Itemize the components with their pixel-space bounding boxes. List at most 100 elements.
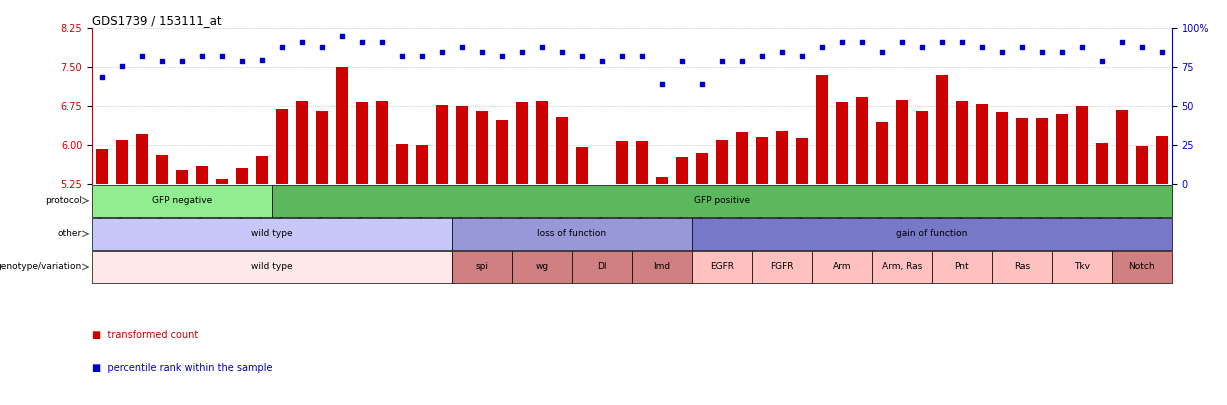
Point: [372, 39, 391, 46]
Text: GFP positive: GFP positive: [693, 196, 750, 205]
Bar: [92, 251, 452, 283]
Bar: [656, 177, 667, 184]
Bar: [452, 251, 512, 283]
Point: [672, 58, 692, 64]
Bar: [476, 111, 488, 184]
Text: GDS1739 / 153111_at: GDS1739 / 153111_at: [92, 14, 222, 27]
Bar: [496, 120, 508, 184]
Bar: [452, 218, 692, 250]
Text: other: other: [58, 229, 82, 238]
Text: Pnt: Pnt: [955, 262, 969, 271]
Point: [933, 39, 952, 46]
Bar: [296, 101, 308, 184]
Bar: [1052, 251, 1112, 283]
Point: [952, 39, 972, 46]
Text: FGFR: FGFR: [771, 262, 794, 271]
Bar: [991, 251, 1052, 283]
Point: [832, 39, 852, 46]
Bar: [1115, 110, 1128, 184]
Bar: [736, 132, 748, 184]
Bar: [632, 251, 692, 283]
Text: GFP negative: GFP negative: [152, 196, 212, 205]
Text: gain of function: gain of function: [896, 229, 968, 238]
Point: [512, 49, 531, 55]
Bar: [1156, 136, 1168, 184]
Text: genotype/variation: genotype/variation: [0, 262, 82, 271]
Bar: [1016, 118, 1028, 184]
Bar: [1036, 118, 1048, 184]
Point: [872, 49, 892, 55]
Point: [533, 44, 552, 50]
Bar: [812, 251, 872, 283]
Text: Arm, Ras: Arm, Ras: [882, 262, 921, 271]
Bar: [512, 251, 572, 283]
Point: [612, 53, 632, 60]
Point: [712, 58, 731, 64]
Point: [892, 39, 912, 46]
Point: [733, 58, 752, 64]
Bar: [996, 113, 1007, 184]
Bar: [1055, 114, 1067, 184]
Point: [552, 49, 572, 55]
Bar: [931, 251, 991, 283]
Bar: [375, 101, 388, 184]
Bar: [196, 166, 209, 184]
Bar: [975, 104, 988, 184]
Text: EGFR: EGFR: [710, 262, 734, 271]
Bar: [96, 149, 108, 184]
Text: wg: wg: [535, 262, 548, 271]
Bar: [752, 251, 812, 283]
Bar: [1112, 251, 1172, 283]
Bar: [1136, 146, 1147, 184]
Text: Imd: Imd: [653, 262, 670, 271]
Bar: [676, 157, 688, 184]
Point: [1012, 44, 1032, 50]
Point: [692, 81, 712, 88]
Point: [352, 39, 372, 46]
Bar: [515, 102, 528, 184]
Text: ■  percentile rank within the sample: ■ percentile rank within the sample: [92, 362, 272, 373]
Bar: [356, 102, 368, 184]
Point: [212, 53, 232, 60]
Text: wild type: wild type: [252, 229, 293, 238]
Bar: [416, 145, 428, 184]
Bar: [856, 97, 867, 184]
Point: [912, 44, 931, 50]
Point: [133, 53, 152, 60]
Point: [852, 39, 871, 46]
Point: [432, 49, 452, 55]
Point: [1092, 58, 1112, 64]
Text: Tkv: Tkv: [1074, 262, 1090, 271]
Point: [333, 33, 352, 39]
Bar: [936, 75, 947, 184]
Point: [272, 44, 292, 50]
Bar: [696, 153, 708, 184]
Bar: [956, 101, 968, 184]
Text: Ras: Ras: [1014, 262, 1029, 271]
Bar: [92, 218, 452, 250]
Text: wild type: wild type: [252, 262, 293, 271]
Point: [752, 53, 772, 60]
Bar: [896, 100, 908, 184]
Bar: [692, 218, 1172, 250]
Bar: [256, 156, 267, 184]
Text: Arm: Arm: [833, 262, 852, 271]
Point: [812, 44, 832, 50]
Text: loss of function: loss of function: [537, 229, 606, 238]
Text: spi: spi: [475, 262, 488, 271]
Bar: [536, 101, 548, 184]
Bar: [715, 140, 728, 184]
Point: [1032, 49, 1052, 55]
Bar: [216, 179, 228, 184]
Point: [292, 39, 312, 46]
Bar: [136, 134, 148, 184]
Point: [253, 56, 272, 63]
Bar: [575, 147, 588, 184]
Bar: [175, 170, 188, 184]
Point: [632, 53, 652, 60]
Point: [972, 44, 991, 50]
Bar: [117, 140, 128, 184]
Bar: [692, 251, 752, 283]
Point: [772, 49, 791, 55]
Point: [112, 62, 131, 69]
